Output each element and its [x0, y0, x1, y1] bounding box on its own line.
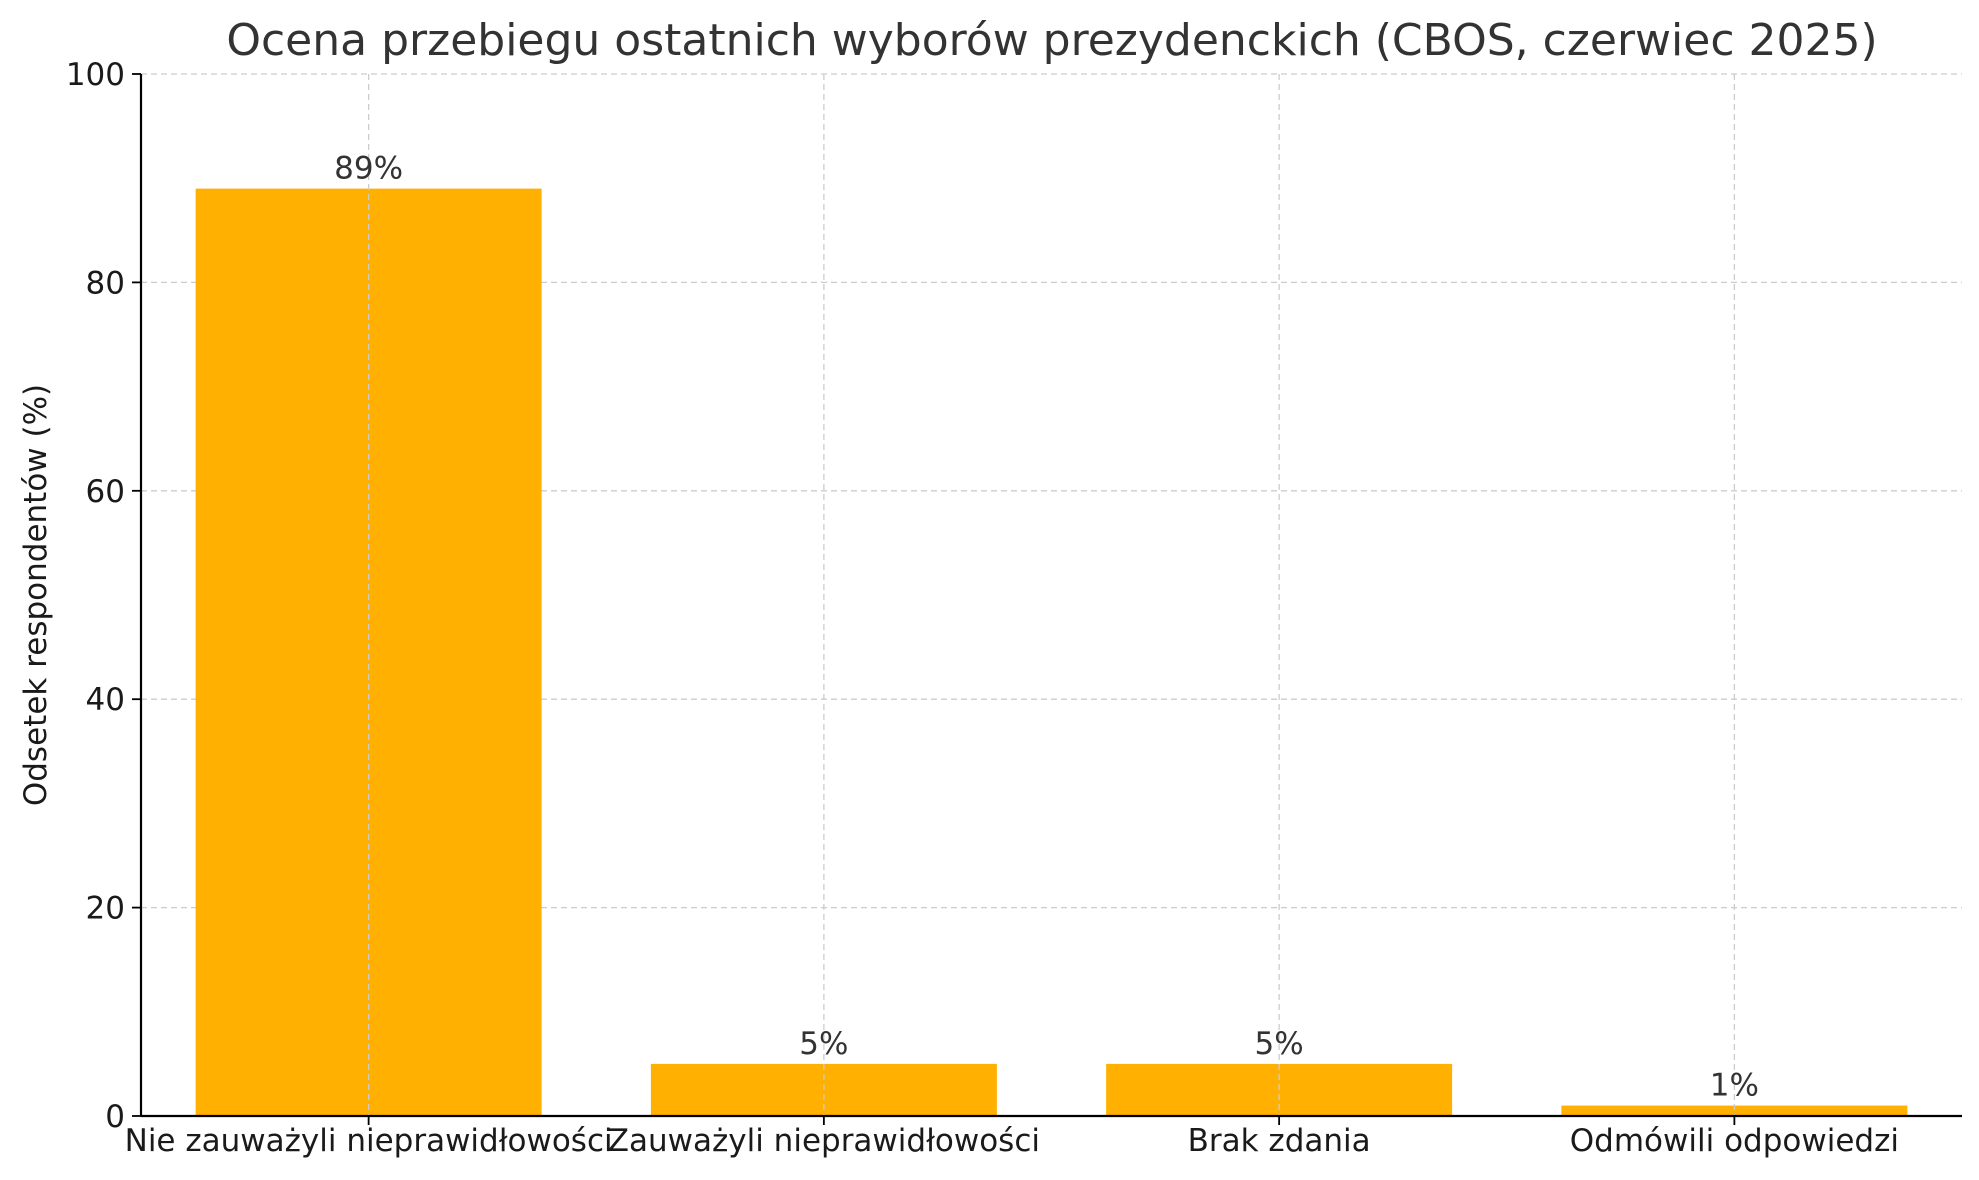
y-tick-label: 60 [86, 474, 125, 510]
y-tick-label: 0 [105, 1099, 125, 1135]
data-label: 89% [334, 151, 403, 187]
x-tick-label: Brak zdania [1188, 1123, 1371, 1159]
data-label: 1% [1710, 1068, 1759, 1104]
bars [195, 188, 1908, 1116]
y-tick-label: 100 [66, 57, 125, 93]
x-tick-label: Nie zauważyli nieprawidłowości [125, 1123, 613, 1159]
y-tick-label: 40 [86, 682, 125, 718]
bar [1561, 1105, 1908, 1116]
chart-title: Ocena przebiegu ostatnich wyborów prezyd… [226, 15, 1877, 66]
y-tick-label: 80 [86, 265, 125, 301]
axes: 0 20 40 60 80 100 Nie zauważyli nieprawidłowoś… [66, 57, 1962, 1159]
x-tick-label: Zauważyli nieprawidłowości [608, 1123, 1040, 1159]
y-axis-label: Odsetek respondentów (%) [18, 384, 54, 806]
data-label: 5% [1255, 1026, 1304, 1062]
x-tick-label: Odmówili odpowiedzi [1570, 1123, 1899, 1159]
y-tick-label: 20 [86, 891, 125, 927]
data-label: 5% [799, 1026, 848, 1062]
data-labels: 89% 5% 5% 1% [334, 74, 1759, 1116]
bar [195, 188, 542, 1116]
